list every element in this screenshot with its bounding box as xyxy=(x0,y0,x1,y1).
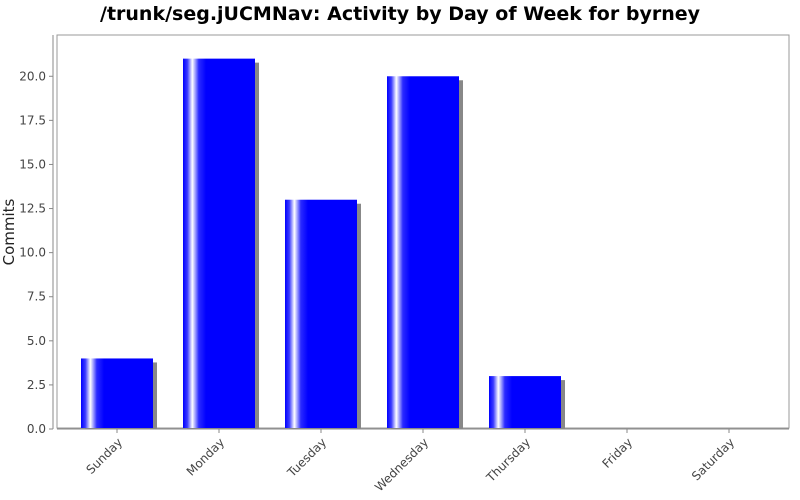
bar xyxy=(489,376,561,428)
x-tick-label: Tuesday xyxy=(284,435,329,480)
x-tick-label: Saturday xyxy=(689,435,737,483)
y-tick-label: 12.5 xyxy=(19,202,46,216)
y-axis: 0.0 2.5 5.0 7.5 10.0 12.5 15.0 17.5 20.0 xyxy=(19,35,54,436)
x-tick-label: Wednesday xyxy=(372,435,431,494)
x-tick-label: Friday xyxy=(600,435,636,471)
bar xyxy=(285,199,357,428)
y-tick-label: 5.0 xyxy=(27,334,46,348)
x-tick-label: Sunday xyxy=(83,435,125,477)
x-tick-label: Thursday xyxy=(483,435,533,485)
y-tick-label: 2.5 xyxy=(27,378,46,392)
y-tick-label: 17.5 xyxy=(19,113,46,127)
bar xyxy=(183,58,255,429)
y-axis-title: Commits xyxy=(0,198,18,265)
bar xyxy=(387,76,459,428)
y-tick-label: 20.0 xyxy=(19,69,46,83)
chart-title: /trunk/seg.jUCMNav: Activity by Day of W… xyxy=(100,3,700,25)
x-axis: Sunday Monday Tuesday Wednesday Thursday Frid… xyxy=(57,428,789,494)
y-tick-label: 10.0 xyxy=(19,246,46,260)
x-tick-label: Monday xyxy=(184,435,227,478)
bars xyxy=(81,58,565,430)
bar xyxy=(81,358,153,428)
y-tick-label: 15.0 xyxy=(19,157,46,171)
y-tick-label: 7.5 xyxy=(27,290,46,304)
y-tick-label: 0.0 xyxy=(27,422,46,436)
